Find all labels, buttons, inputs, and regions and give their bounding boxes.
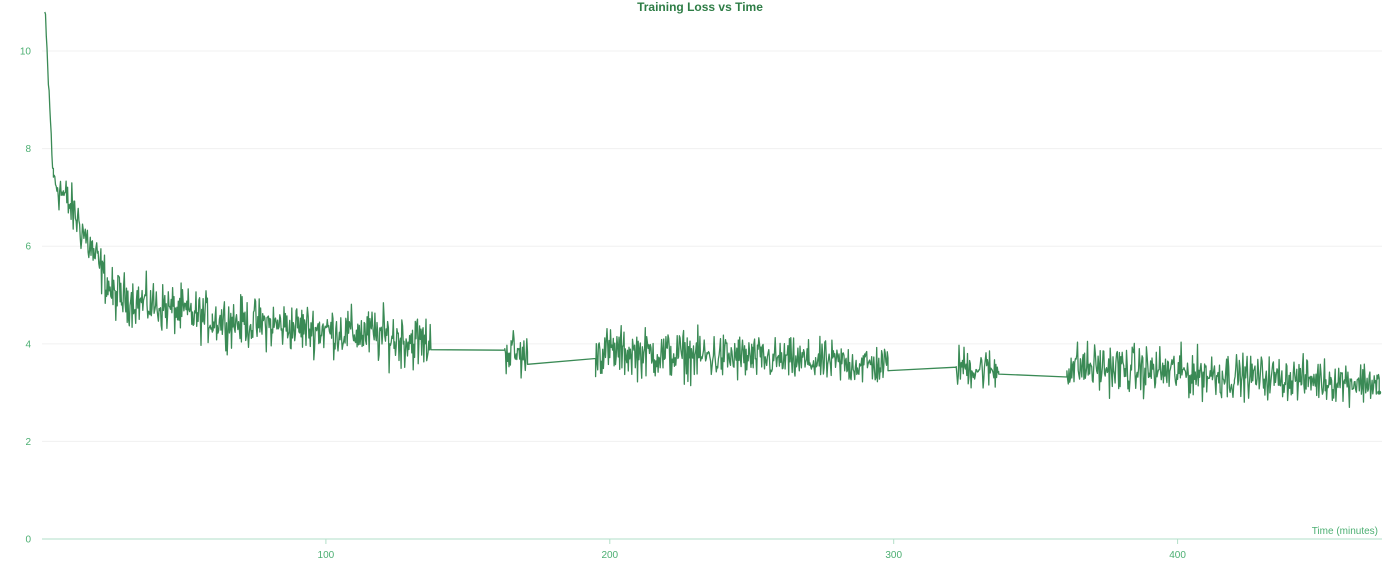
y-tick-label: 0 [25, 535, 31, 546]
x-tick-label: 100 [318, 550, 335, 561]
x-axis-ticks: 100 200 300 400 [318, 539, 1187, 561]
x-tick-label: 400 [1169, 550, 1186, 561]
loss-series-line [45, 12, 1379, 407]
x-tick-label: 200 [601, 550, 618, 561]
y-tick-label: 2 [25, 437, 31, 448]
grid-lines [42, 51, 1382, 441]
x-axis-title: Time (minutes) [1312, 526, 1378, 537]
y-tick-label: 10 [20, 47, 32, 58]
x-tick-label: 300 [885, 550, 902, 561]
y-tick-label: 8 [25, 144, 31, 155]
series-end-point [1377, 391, 1381, 395]
y-tick-label: 6 [25, 242, 31, 253]
y-axis-ticks: 0 2 4 6 8 10 [20, 47, 32, 546]
y-tick-label: 4 [25, 339, 31, 350]
